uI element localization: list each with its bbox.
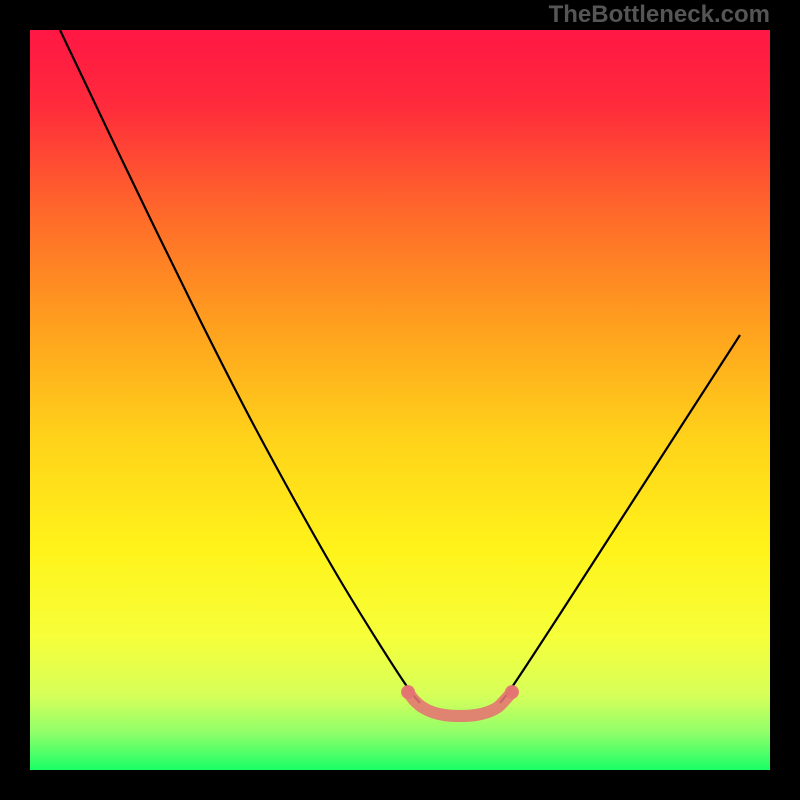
left-curve [60, 30, 420, 703]
right-curve [500, 335, 740, 703]
accent-cap-left [401, 685, 415, 699]
watermark-text: TheBottleneck.com [549, 1, 770, 29]
accent-cap-right [505, 685, 519, 699]
curve-overlay [30, 30, 770, 770]
chart-container: TheBottleneck.com [0, 0, 800, 800]
accent-band [408, 692, 512, 716]
plot-area [30, 30, 770, 770]
